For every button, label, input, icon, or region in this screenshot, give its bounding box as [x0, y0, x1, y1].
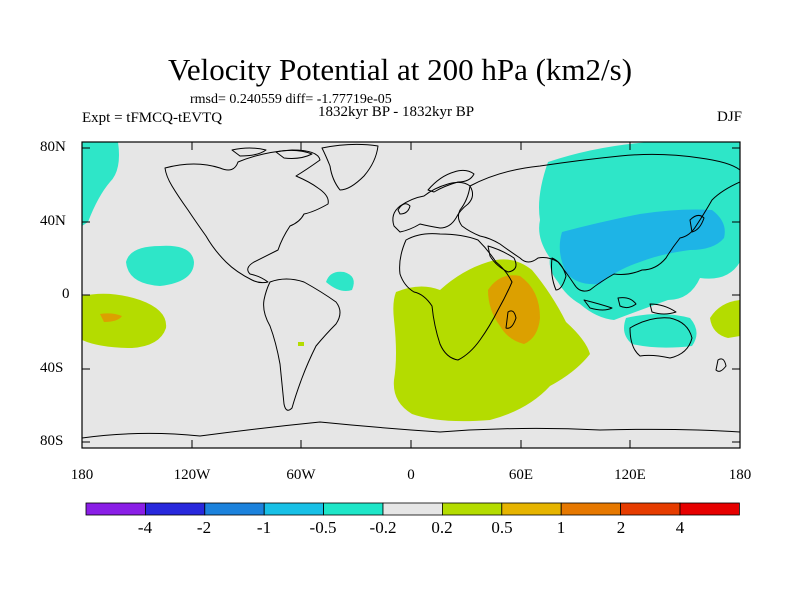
colorbar-label: -0.5	[309, 518, 337, 537]
colorbar-swatch	[679, 502, 740, 516]
colorbar-label: -1	[256, 518, 272, 537]
lon-label-60w: 60W	[286, 467, 316, 483]
colorbar-swatch	[620, 502, 681, 516]
experiment-label: Expt = tFMCQ-tEVTQ	[82, 110, 223, 126]
lon-label-0: 0	[407, 467, 415, 483]
anomaly-orange-madagascar	[488, 275, 540, 344]
colorbar-swatch	[144, 502, 206, 516]
colorbar	[85, 502, 740, 516]
anomaly-green-south-america	[298, 342, 304, 346]
anomaly-cyan-atlantic	[326, 271, 354, 291]
chart-title: Velocity Potential at 200 hPa (km2/s)	[167, 52, 633, 87]
season-label: DJF	[716, 109, 742, 125]
colorbar-label: 1	[556, 518, 566, 537]
coastlines	[82, 143, 740, 439]
colorbar-label: 0.5	[491, 518, 513, 537]
colorbar-label: 4	[675, 518, 685, 537]
anomaly-cyan-arctic-west	[82, 142, 119, 226]
lat-label-40s: 40S	[40, 360, 64, 376]
colorbar-label: -2	[196, 518, 212, 537]
colorbar-label: -4	[137, 518, 153, 537]
lon-label-60e: 60E	[508, 467, 534, 483]
stats-line: rmsd= 0.240559 diff= -1.77719e-05	[190, 92, 392, 107]
colorbar-swatch	[323, 502, 384, 516]
colorbar-swatch	[85, 502, 146, 516]
colorbar-swatch	[501, 502, 562, 516]
colorbar-label: 2	[616, 518, 626, 537]
colorbar-swatch	[263, 502, 325, 516]
colorbar-label: 0.2	[431, 518, 453, 537]
colorbar-swatch	[441, 502, 503, 516]
lon-label-180w: 180	[70, 467, 94, 483]
lat-label-80n: 80N	[40, 139, 66, 155]
lat-label-80s: 80S	[40, 433, 64, 449]
lon-label-120e: 120E	[614, 467, 646, 483]
colorbar-label: -0.2	[369, 518, 397, 537]
period-label: 1832kyr BP - 1832kyr BP	[318, 104, 475, 120]
anomaly-cyan-australia	[624, 314, 697, 348]
colorbar-swatch	[560, 502, 622, 516]
lon-ticks	[81, 142, 741, 448]
colorbar-swatch	[382, 502, 443, 516]
anomaly-green-africa	[393, 259, 590, 422]
anomaly-green-dateline	[710, 300, 740, 338]
lon-label-180e: 180	[728, 467, 752, 483]
anomaly-blue-asia	[559, 209, 725, 285]
anomaly-green-east-pacific	[82, 293, 167, 348]
lon-label-120w: 120W	[173, 467, 211, 483]
anomaly-cyan-pacific	[126, 245, 194, 286]
colorbar-swatch	[204, 502, 265, 516]
anomaly-orange-pacific	[100, 313, 122, 322]
lat-label-0: 0	[62, 286, 70, 302]
lat-label-40n: 40N	[40, 213, 66, 229]
lat-ticks	[82, 147, 740, 443]
